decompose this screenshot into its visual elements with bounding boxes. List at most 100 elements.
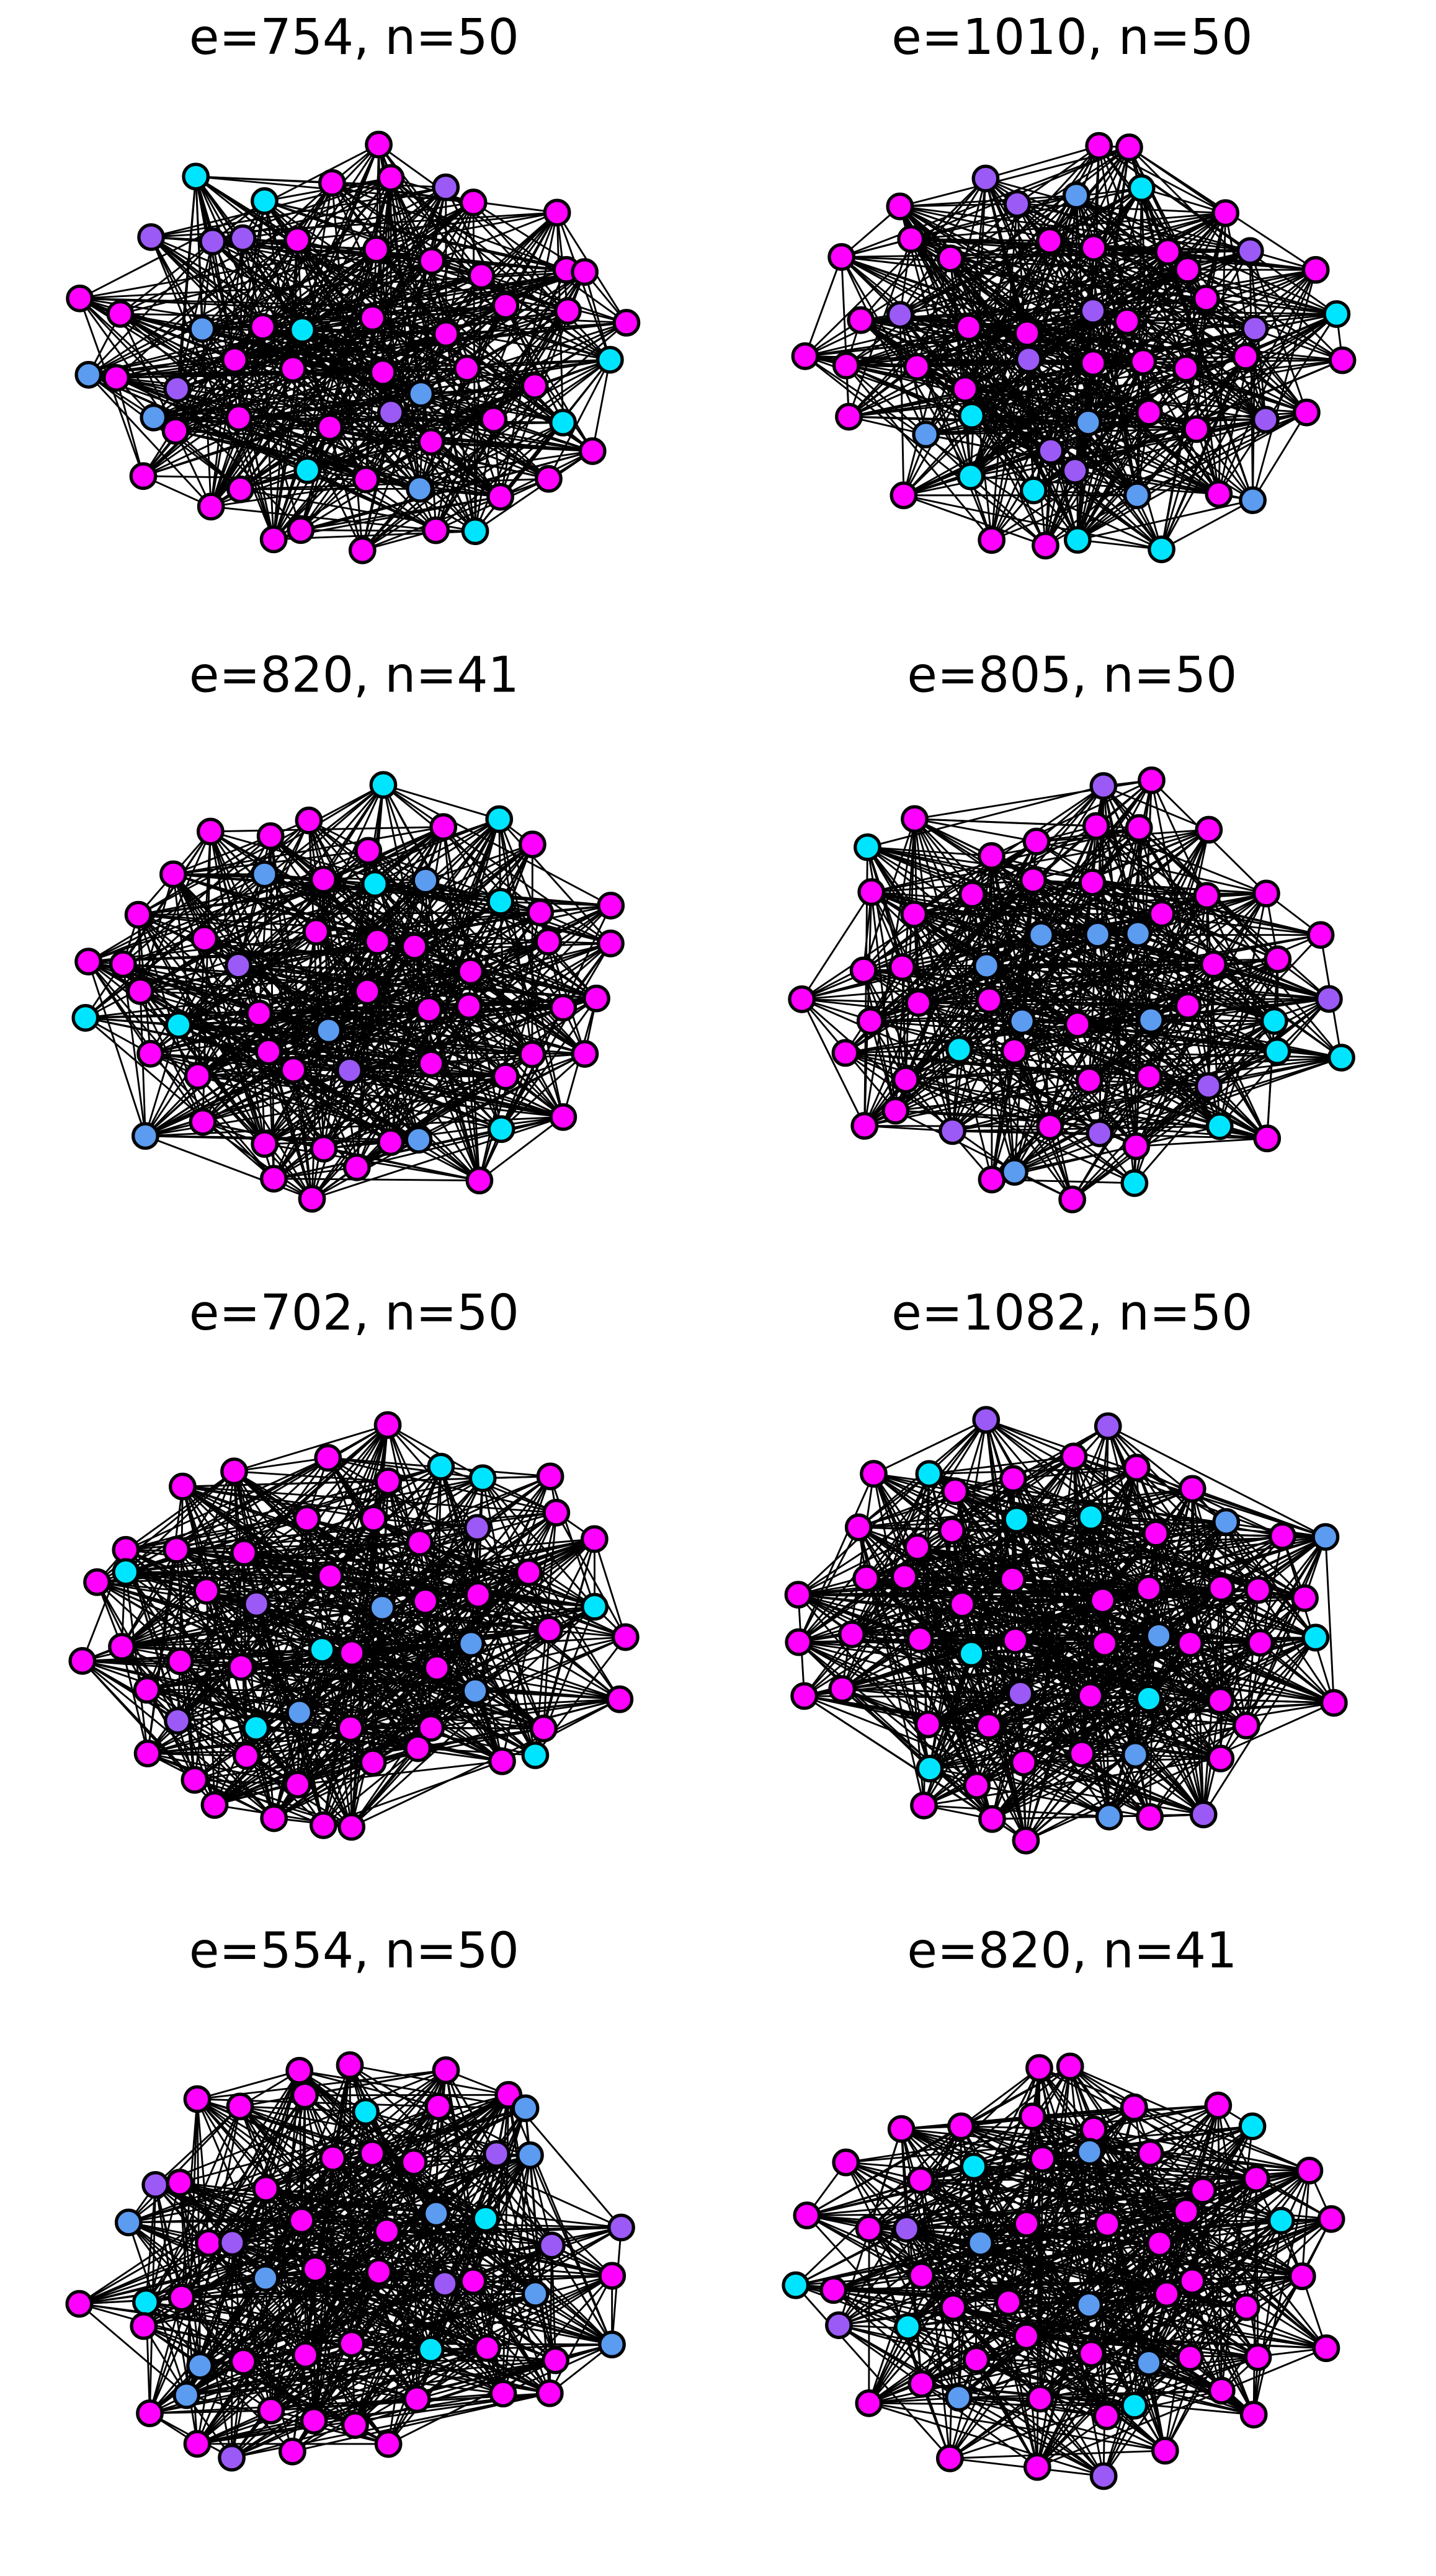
edge [234,304,506,361]
edge [88,374,437,531]
node [1002,1505,1031,1534]
edge [137,914,313,1199]
node [855,2389,883,2417]
node [1244,2343,1272,2371]
node [1086,1119,1114,1147]
node [978,842,1006,870]
edge [986,1419,1074,1458]
edge [176,248,377,390]
node [279,1055,308,1084]
node [831,1039,860,1067]
node [1077,1503,1105,1531]
panel-title: e=805, n=50 [907,646,1237,703]
panel-title: e=702, n=50 [189,1284,519,1341]
edge [182,1485,556,1514]
edge [863,840,1037,971]
edge [1187,958,1278,1007]
node [784,1581,813,1609]
edge [838,2275,922,2326]
node [457,957,485,986]
edge [1038,2067,1090,2152]
edge [919,1599,1103,1640]
node [1068,1739,1096,1768]
edge [350,1653,374,1763]
edge [925,411,1149,436]
edge [858,1478,1014,1529]
edge [234,321,627,361]
node [941,1477,970,1506]
node [791,342,819,370]
node [849,956,878,985]
node [464,1581,493,1609]
node [243,1590,270,1618]
edge [128,2157,334,2224]
node [1301,1623,1330,1652]
edge [301,2152,373,2221]
edge [921,2383,1254,2416]
node [254,1037,283,1066]
node [1236,237,1264,265]
node [252,2175,280,2203]
edge [833,2289,1009,2303]
edge [927,1588,1149,1725]
node [912,420,940,448]
edge [122,1606,595,1648]
node [521,2280,550,2308]
edge [417,1747,535,1756]
edge [175,430,241,491]
edge [868,2352,1092,2404]
node [422,1654,451,1682]
node [491,291,520,320]
edge [795,2125,962,2286]
node [904,989,933,1017]
edge [929,1455,1074,1475]
edge [842,1639,1016,1690]
node [141,2170,170,2199]
node [900,900,929,928]
edge [125,1571,383,1609]
node [1010,1748,1038,1777]
node [1244,1576,1272,1604]
node [359,304,386,332]
edge [1136,428,1197,496]
node [963,1771,991,1800]
edge [1257,2275,1303,2358]
edge [419,368,468,489]
edge [867,785,1104,848]
edge [238,201,265,418]
node [352,2098,380,2126]
edge [1012,1478,1316,1639]
node [293,456,321,484]
edge [239,317,373,490]
node [1148,900,1176,928]
node [1232,2293,1260,2321]
node [945,2384,973,2412]
node [427,1452,455,1481]
edge [445,333,535,387]
edge [140,990,470,1007]
edge [988,1725,1204,1816]
node [140,403,168,432]
edge [986,963,1214,967]
node [473,2334,501,2362]
node [181,1765,209,1794]
edge [804,177,986,357]
node [226,2092,254,2121]
edge [1014,1057,1342,1173]
node [607,2213,635,2242]
node [197,492,225,521]
node [362,235,390,264]
node [578,437,607,465]
node [406,474,434,503]
edge [475,1690,620,1700]
edge [264,1075,506,1145]
edge [470,970,564,1118]
edge [373,1517,550,1631]
edge [128,2152,497,2224]
edge [1102,2362,1150,2477]
node [318,169,346,197]
edge [238,931,317,967]
node [373,1411,402,1439]
edge [208,2242,612,2277]
edge [958,2396,1166,2452]
